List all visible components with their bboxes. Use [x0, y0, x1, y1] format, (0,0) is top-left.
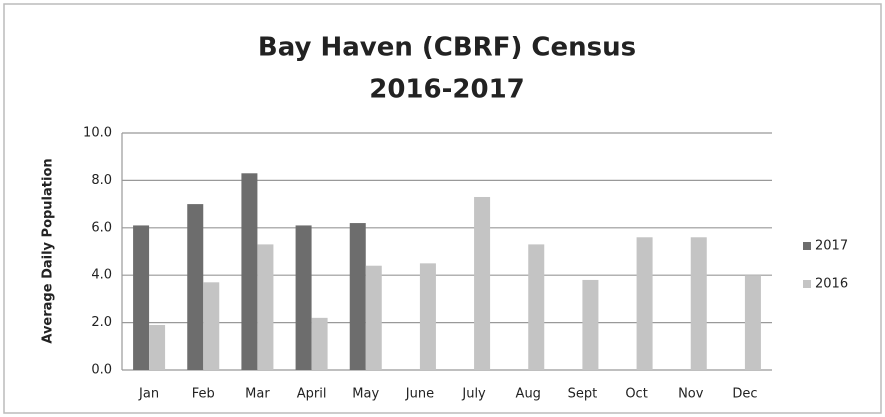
bar: [241, 173, 258, 370]
bar: [582, 279, 599, 370]
chart-title: 2016-2017: [369, 75, 525, 105]
x-tick-label: May: [352, 387, 379, 402]
y-tick-label: 8.0: [91, 173, 112, 188]
bar: [257, 244, 274, 370]
legend-label: 2016: [815, 277, 848, 292]
y-axis-label: Average Daily Population: [41, 158, 56, 343]
x-tick-label: July: [461, 387, 486, 402]
bar: [295, 225, 312, 370]
bar: [311, 317, 328, 370]
bar: [149, 324, 166, 370]
bar: [690, 237, 707, 370]
legend-swatch: [803, 242, 811, 250]
x-tick-label: Dec: [732, 387, 757, 402]
bar: [203, 282, 220, 370]
y-tick-label: 2.0: [91, 315, 112, 330]
x-tick-label: Nov: [678, 387, 704, 402]
y-tick-label: 6.0: [91, 220, 112, 235]
bar: [744, 275, 761, 370]
bar: [474, 196, 491, 370]
x-tick-label: Oct: [625, 387, 647, 402]
x-tick-label: Mar: [245, 387, 270, 402]
x-tick-label: June: [405, 387, 434, 402]
bar: [187, 204, 204, 370]
bar: [636, 237, 653, 370]
bar: [419, 263, 436, 370]
x-tick-label: Feb: [192, 387, 215, 402]
y-tick-label: 10.0: [83, 126, 112, 141]
x-tick-label: Aug: [516, 387, 541, 402]
y-tick-label: 4.0: [91, 268, 112, 283]
legend-swatch: [803, 280, 811, 288]
bar: [133, 225, 150, 370]
x-tick-label: April: [297, 387, 327, 402]
legend-label: 2017: [815, 239, 848, 254]
bar: [349, 223, 366, 370]
chart-title: Bay Haven (CBRF) Census: [258, 33, 636, 63]
x-tick-label: Sept: [568, 387, 598, 402]
y-tick-label: 0.0: [91, 363, 112, 378]
bar: [365, 265, 382, 370]
x-tick-label: Jan: [138, 387, 159, 402]
bar: [528, 244, 545, 370]
